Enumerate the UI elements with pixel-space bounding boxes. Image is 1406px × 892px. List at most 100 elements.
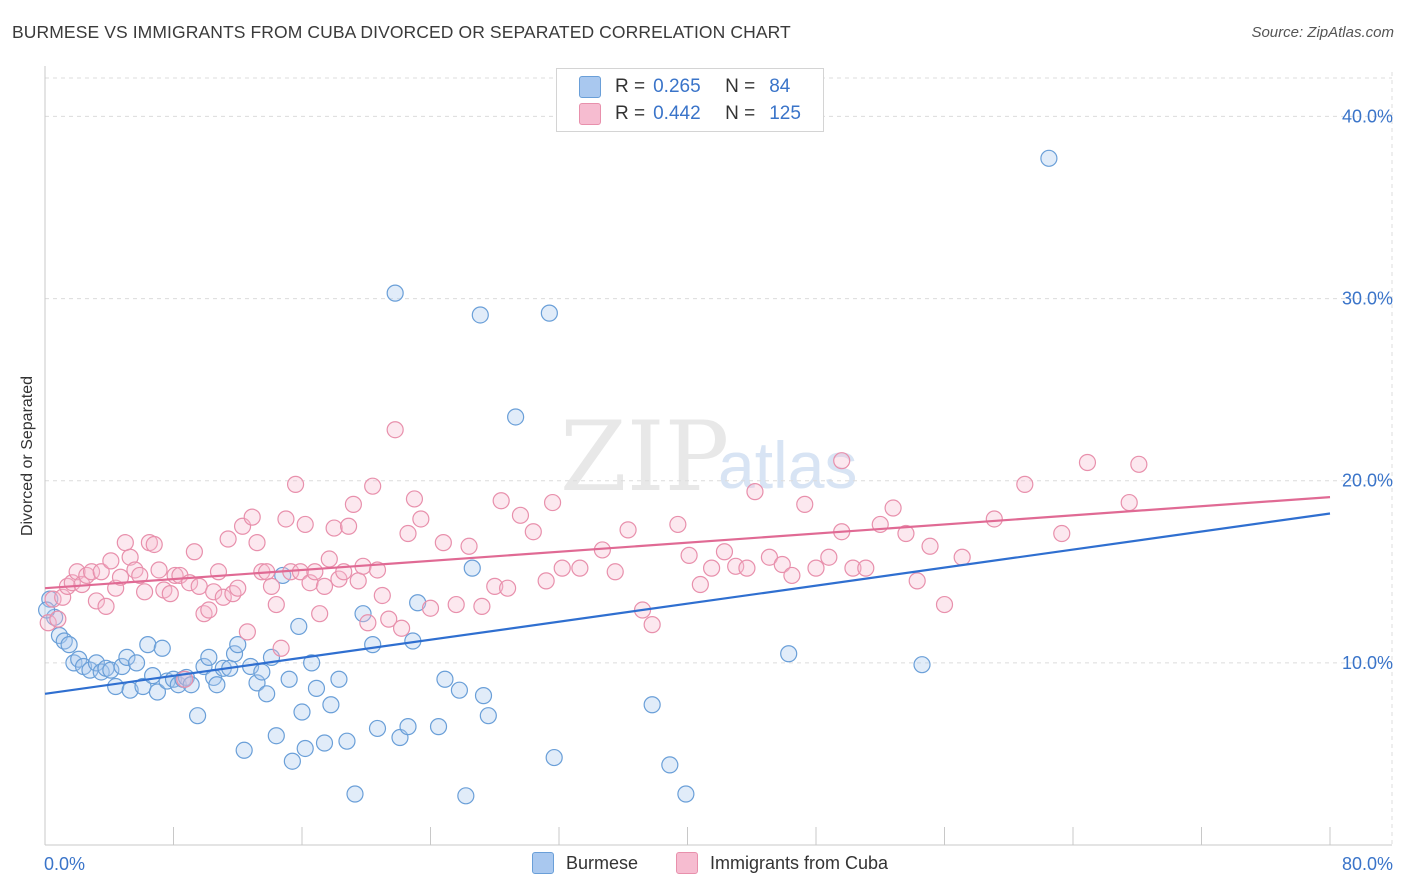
data-point [738,559,756,577]
data-point [258,685,276,703]
data-point [286,475,305,493]
data-point [102,661,120,679]
legend-swatch-burmese [532,852,554,874]
data-point [150,561,168,579]
data-point [188,707,207,725]
data-point [643,616,661,634]
source-label: Source: ZipAtlas.com [1251,24,1394,41]
data-point [953,548,971,566]
data-point [1016,475,1034,493]
data-point [277,510,295,528]
data-point [209,563,228,581]
data-point [386,421,404,439]
data-point [524,523,542,541]
data-points [38,149,1148,805]
data-point [450,681,469,699]
data-point [320,550,338,568]
data-point [473,597,491,615]
data-point [884,499,902,517]
data-point [935,595,954,614]
data-point [783,566,801,585]
data-point [807,559,825,577]
data-point [399,524,417,543]
data-point [248,534,266,552]
data-point [507,408,525,426]
data-point [139,636,157,654]
data-point [243,508,261,526]
trend-lines [44,496,1331,695]
y-tick-label: 10.0% [1342,653,1393,673]
legend-label-cuba: Immigrants from Cuba [710,852,889,873]
data-point [224,585,242,603]
data-point [486,577,504,595]
legend-item-burmese[interactable]: Burmese [532,852,638,874]
y-tick-label: 20.0% [1342,471,1393,491]
data-point [796,495,814,513]
data-point [296,515,314,534]
data-point [643,696,661,714]
data-point [619,521,637,539]
data-point [131,566,149,585]
stats-legend: R = 0.265 N = 84 R = 0.442 N = 125 [556,68,824,132]
data-point [200,648,218,666]
data-point [661,756,679,774]
legend-item-cuba[interactable]: Immigrants from Cuba [676,852,888,874]
data-point [677,785,695,803]
watermark-atlas: atlas [718,428,857,502]
series-cuba [39,421,1148,688]
data-point [373,586,391,605]
data-point [571,559,589,577]
data-point [97,597,115,615]
y-tick-label: 40.0% [1342,106,1393,126]
data-point [429,718,448,736]
data-point [219,530,237,548]
data-point [116,534,134,552]
data-point [54,588,72,606]
data-point [338,732,356,750]
data-point [144,667,162,685]
data-point [669,515,687,534]
data-point [386,284,404,302]
data-point [296,739,314,758]
n-value: 125 [769,103,801,124]
data-point [380,610,398,628]
data-point [436,670,454,688]
data-point [680,546,698,564]
data-point [844,559,862,577]
data-point [229,579,247,597]
data-point [746,483,764,501]
data-point [148,683,167,701]
data-point [82,563,101,581]
data-point [985,510,1003,528]
data-point [225,645,244,663]
data-point [121,548,139,566]
data-point [392,619,411,637]
data-point [87,592,106,610]
data-point [913,656,931,674]
data-point [315,734,334,752]
legend-swatch-cuba [676,852,698,874]
data-point [492,492,510,510]
data-point [702,559,721,577]
data-point [248,674,266,692]
data-point [1053,524,1071,543]
data-point [409,594,427,612]
data-point [780,645,798,663]
data-point [39,614,57,632]
data-point [87,654,106,672]
data-point [421,599,440,617]
data-point [293,703,311,721]
data-point [311,605,329,623]
data-point [715,543,734,561]
data-point [368,719,387,738]
data-point [412,510,430,528]
data-point [38,601,56,619]
data-point [238,623,256,641]
data-point [315,577,334,595]
r-label: R = [615,76,646,97]
data-point [606,563,624,581]
r-label: R = [615,103,646,124]
data-point [1120,493,1138,512]
data-point [359,614,377,632]
